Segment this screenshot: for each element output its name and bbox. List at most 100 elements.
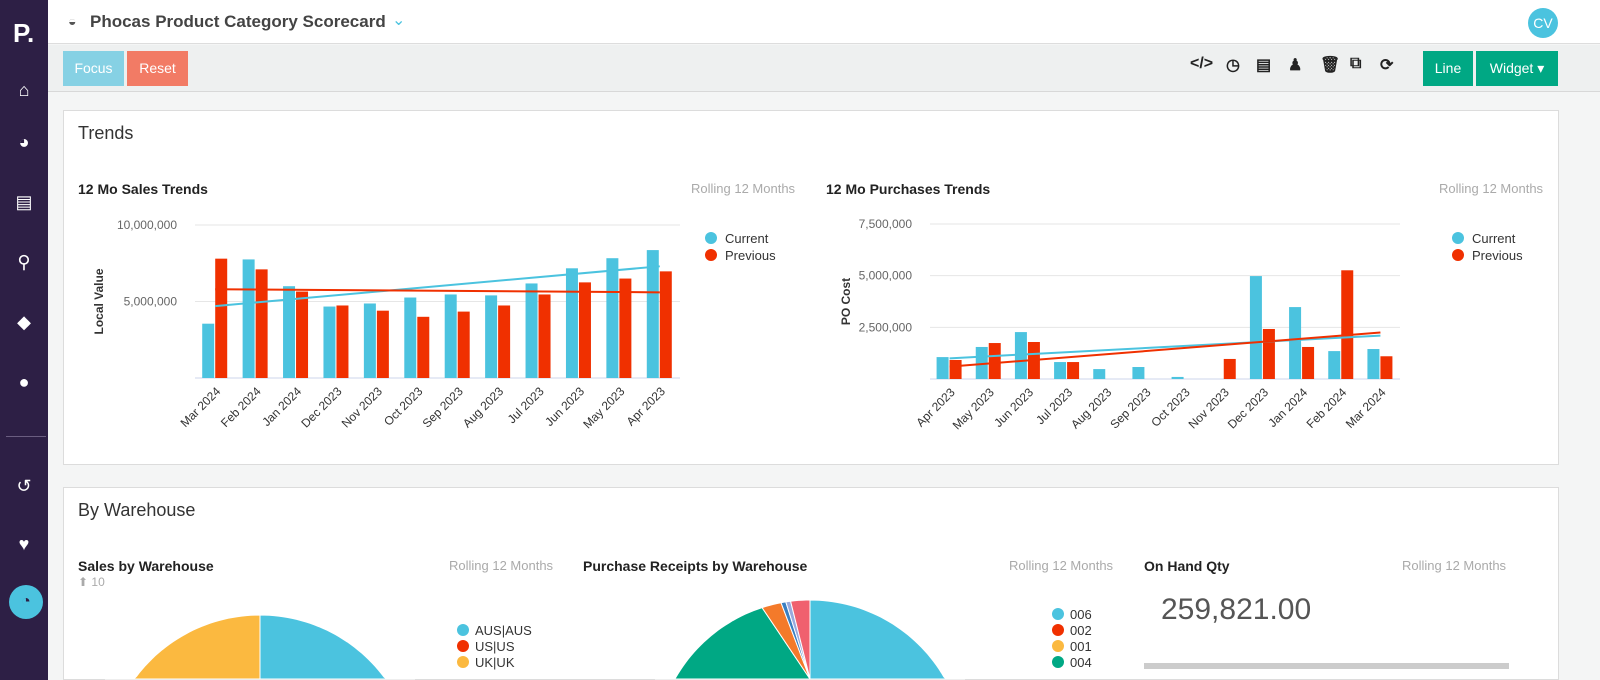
legend-marker: [1052, 640, 1064, 652]
bar-previous: [215, 258, 228, 378]
legend-label: Previous: [1472, 248, 1523, 263]
bar-previous: [376, 310, 389, 378]
search-analytics-icon[interactable]: ⚲: [17, 252, 31, 272]
users-icon[interactable]: ♟: [1288, 57, 1303, 74]
user-icon[interactable]: ●: [18, 372, 30, 392]
legend-marker: [457, 656, 469, 668]
rank-value: 10: [91, 575, 105, 589]
pie-slice: [809, 599, 965, 680]
trash-icon[interactable]: 🗑: [1320, 57, 1341, 74]
home-icon[interactable]: ⌂: [18, 80, 30, 100]
code-icon[interactable]: </>: [1190, 55, 1214, 72]
toolbar: Focus Reset </> ◷ ▤ ♟ 🗑 ⧉ ⟳ Line Widget …: [48, 45, 1600, 92]
y-tick-label: 10,000,000: [117, 218, 177, 232]
y-tick-label: 5,000,000: [124, 295, 178, 309]
x-tick-label: Jul 2023: [505, 384, 547, 426]
bar-previous: [255, 269, 268, 378]
section-title: By Warehouse: [78, 500, 196, 520]
bar-previous: [1302, 346, 1315, 379]
focus-button[interactable]: Focus: [63, 51, 124, 86]
pie-slice: [789, 599, 811, 680]
copy-icon[interactable]: ⧉: [1350, 55, 1362, 72]
pie-slice: [259, 614, 415, 680]
bar-current: [975, 346, 988, 379]
bar-current: [242, 259, 255, 378]
bar-previous: [659, 271, 672, 378]
x-tick-label: Sep 2023: [1107, 385, 1153, 431]
x-tick-label: Nov 2023: [1186, 385, 1232, 431]
bar-current: [323, 306, 336, 378]
bar-current: [1093, 369, 1106, 379]
heart-icon[interactable]: ♥: [18, 534, 30, 554]
y-tick-label: 5,000,000: [859, 269, 913, 283]
trendline-previous: [949, 331, 1381, 368]
trends-card: Trends 12 Mo Sales Trends Rolling 12 Mon…: [63, 110, 1559, 465]
x-tick-label: Aug 2023: [460, 384, 506, 430]
bar-current: [1132, 367, 1145, 379]
section-title: Trends: [78, 123, 134, 143]
bar-current: [1249, 276, 1262, 379]
bar-current: [202, 323, 215, 378]
bar-current: [283, 286, 296, 378]
widget-title: On Hand Qty: [1144, 558, 1230, 574]
legend-label: 002: [1070, 623, 1092, 638]
bar-previous: [949, 359, 962, 379]
print-icon[interactable]: ▤: [1256, 57, 1272, 74]
bar-previous: [1067, 362, 1080, 379]
pie-chart-icon[interactable]: ◕: [18, 132, 30, 152]
sidebar: P. ⌂ ◕ ▤ ⚲ ◆ ● ↺ ♥ ◔: [0, 0, 48, 680]
dashboard-icon: ◒: [68, 13, 77, 29]
tag-icon[interactable]: ◆: [17, 312, 31, 332]
bar-current: [646, 250, 659, 378]
bar-previous: [498, 305, 511, 378]
legend-label: AUS|AUS: [475, 623, 532, 638]
widget-label: Widget: [1489, 60, 1534, 76]
widget-period: Rolling 12 Months: [1402, 558, 1507, 573]
billing-icon[interactable]: ▤: [15, 192, 33, 212]
x-tick-label: Feb 2024: [218, 384, 264, 430]
bar-previous: [619, 278, 632, 378]
x-tick-label: Jun 2023: [991, 385, 1036, 430]
trendline-previous: [215, 288, 660, 294]
legend-label: 001: [1070, 639, 1092, 654]
header: ◒ Phocas Product Category Scorecard ⌄ CV: [48, 0, 1600, 44]
trendline-current: [949, 334, 1381, 360]
bar-current: [363, 303, 376, 378]
legend-marker: [1052, 608, 1064, 620]
x-tick-label: May 2023: [580, 384, 627, 431]
x-tick-label: Apr 2023: [624, 384, 669, 429]
chevron-down-icon[interactable]: ⌄: [392, 12, 406, 29]
x-tick-label: Feb 2024: [1304, 385, 1350, 431]
bar-current: [485, 295, 498, 378]
bar-previous: [538, 294, 551, 378]
history-icon[interactable]: ↺: [16, 476, 32, 496]
x-tick-label: Jan 2024: [259, 384, 304, 429]
widget-title: 12 Mo Purchases Trends: [826, 181, 991, 197]
line-button[interactable]: Line: [1423, 51, 1473, 86]
widget-period: Rolling 12 Months: [1439, 181, 1544, 196]
legend-marker: [1052, 656, 1064, 668]
clock-icon[interactable]: ◷: [1226, 57, 1240, 74]
legend-marker: [457, 640, 469, 652]
legend-label: Current: [725, 231, 769, 246]
sidebar-divider: [6, 436, 46, 437]
bar-previous: [578, 282, 591, 378]
legend-label: UK|UK: [475, 655, 515, 670]
bar-current: [606, 258, 619, 378]
bar-current: [565, 268, 578, 378]
dashboard-icon[interactable]: ◔: [9, 585, 43, 619]
widget-period: Rolling 12 Months: [691, 181, 796, 196]
bar-previous: [417, 316, 430, 378]
x-tick-label: Mar 2024: [178, 384, 224, 430]
legend-marker: [1052, 624, 1064, 636]
bar-current: [525, 283, 538, 378]
bar-previous: [296, 291, 309, 378]
reset-button[interactable]: Reset: [127, 51, 188, 86]
widget-dropdown[interactable]: Widget ▾: [1476, 51, 1558, 86]
logo[interactable]: P.: [13, 18, 35, 48]
legend-marker: [1452, 249, 1464, 261]
avatar[interactable]: CV: [1528, 8, 1558, 38]
refresh-icon[interactable]: ⟳: [1380, 57, 1394, 74]
bar-current: [1171, 376, 1184, 379]
